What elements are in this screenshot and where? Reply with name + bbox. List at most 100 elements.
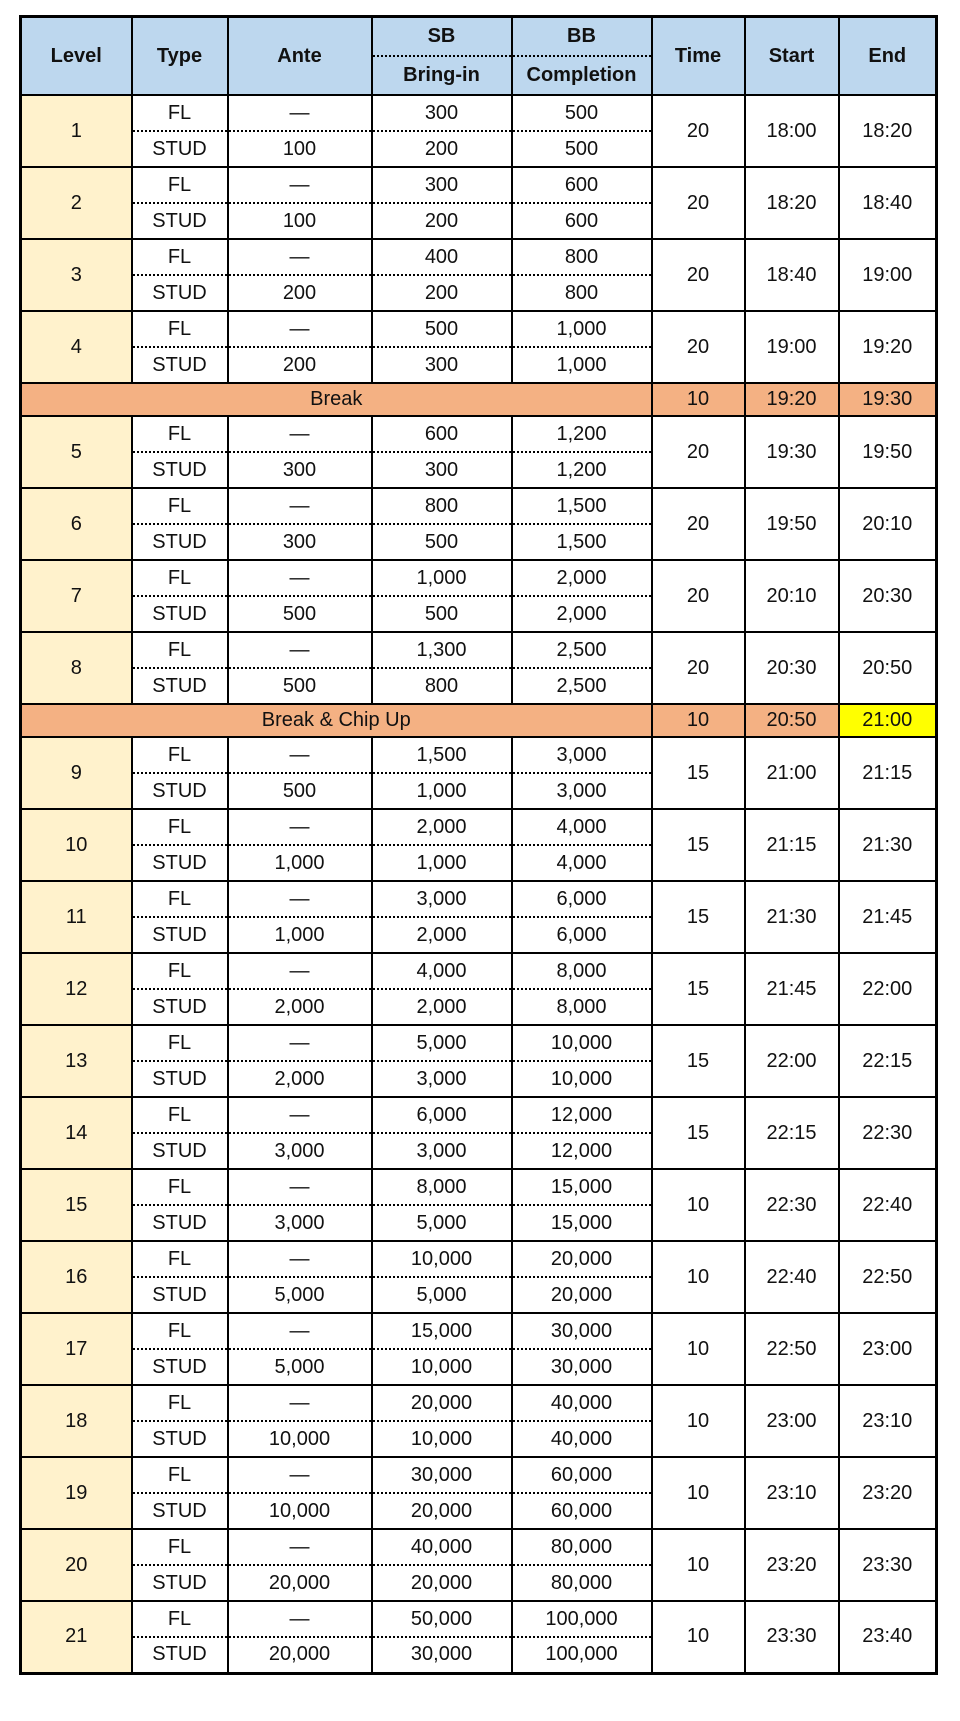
ante-cell-stud: 200 <box>226 346 373 384</box>
break-row: Break & Chip Up 10 20:50 21:00 <box>19 703 938 738</box>
level-fl-row: 17 FL — 15,000 30,000 10 22:50 23:00 <box>19 1312 938 1386</box>
header-sb: SB <box>373 18 510 57</box>
level-stud-row: STUD 100 200 500 <box>21 130 937 168</box>
ante-cell-stud: 1,000 <box>226 916 373 954</box>
end-cell: 22:00 <box>837 952 938 1026</box>
type-cell-stud: STUD <box>130 202 229 240</box>
sb-cell-fl: 8,000 <box>370 1168 513 1206</box>
level-fl-row: 19 FL — 30,000 60,000 10 23:10 23:20 <box>19 1456 938 1530</box>
ante-cell-fl: — <box>226 736 373 774</box>
end-cell: 23:40 <box>837 1600 938 1674</box>
break-time-cell: 10 <box>650 703 746 738</box>
bb-cell-fl: 1,000 <box>510 310 653 348</box>
header-completion: Completion <box>526 64 637 86</box>
bb-completion-split: BB Completion <box>513 18 650 93</box>
time-cell: 10 <box>650 1312 746 1386</box>
level-cell: 9 <box>19 736 133 810</box>
end-cell: 22:40 <box>837 1168 938 1242</box>
ante-cell-stud: 2,000 <box>226 988 373 1026</box>
bb-cell-fl: 500 <box>510 94 653 132</box>
time-cell: 15 <box>650 736 746 810</box>
type-cell-fl: FL <box>130 1312 229 1350</box>
ante-cell-fl: — <box>226 166 373 204</box>
bb-cell-stud: 600 <box>510 202 653 240</box>
type-cell-stud: STUD <box>130 1348 229 1386</box>
level-cell: 14 <box>19 1096 133 1170</box>
sb-cell-fl: 6,000 <box>370 1096 513 1134</box>
level-stud-row: STUD 200 300 1,000 <box>21 346 937 384</box>
end-cell: 23:20 <box>837 1456 938 1530</box>
time-cell: 15 <box>650 1096 746 1170</box>
ante-cell-fl: — <box>226 487 373 525</box>
header-time: Time <box>650 15 746 96</box>
time-cell: 15 <box>650 952 746 1026</box>
ante-cell-fl: — <box>226 310 373 348</box>
end-cell: 23:30 <box>837 1528 938 1602</box>
type-cell-stud: STUD <box>130 1276 229 1314</box>
ante-cell-fl: — <box>226 1312 373 1350</box>
break-end-cell: 21:00 <box>837 703 938 738</box>
level-stud-row: STUD 1,000 2,000 6,000 <box>21 916 937 954</box>
type-cell-fl: FL <box>130 166 229 204</box>
bb-cell-stud: 1,000 <box>510 346 653 384</box>
bb-cell-stud: 3,000 <box>510 772 653 810</box>
level-stud-row: STUD 300 500 1,500 <box>21 523 937 561</box>
table-header: Level Type Ante SB Bring-in BB Completio… <box>19 15 938 96</box>
time-cell: 10 <box>650 1456 746 1530</box>
level-fl-row: 8 FL — 1,300 2,500 20 20:30 20:50 <box>19 631 938 705</box>
level-fl-row: 18 FL — 20,000 40,000 10 23:00 23:10 <box>19 1384 938 1458</box>
end-cell: 22:15 <box>837 1024 938 1098</box>
bb-cell-stud: 60,000 <box>510 1492 653 1530</box>
header-row: Level Type Ante SB Bring-in BB Completio… <box>19 15 938 96</box>
type-cell-fl: FL <box>130 1528 229 1566</box>
level-fl-row: 12 FL — 4,000 8,000 15 21:45 22:00 <box>19 952 938 1026</box>
end-cell: 21:30 <box>837 808 938 882</box>
ante-cell-fl: — <box>226 1528 373 1566</box>
blinds-table-body: 1 FL — 300 500 20 18:00 18:20 STUD 100 2… <box>19 94 938 1674</box>
bb-cell-fl: 100,000 <box>510 1600 653 1638</box>
sb-cell-fl: 4,000 <box>370 952 513 990</box>
type-cell-fl: FL <box>130 1024 229 1062</box>
level-stud-row: STUD 100 200 600 <box>21 202 937 240</box>
bb-cell-stud: 4,000 <box>510 844 653 882</box>
sb-bring-in-split: SB Bring-in <box>373 18 510 93</box>
break-label-cell: Break & Chip Up <box>19 703 653 738</box>
type-cell-fl: FL <box>130 1240 229 1278</box>
ante-cell-stud: 500 <box>226 595 373 633</box>
sb-cell-stud: 1,000 <box>370 772 513 810</box>
time-cell: 20 <box>650 559 746 633</box>
time-cell: 10 <box>650 1240 746 1314</box>
ante-cell-fl: — <box>226 808 373 846</box>
sb-cell-stud: 300 <box>370 346 513 384</box>
start-cell: 21:00 <box>743 736 840 810</box>
bb-cell-fl: 8,000 <box>510 952 653 990</box>
level-cell: 20 <box>19 1528 133 1602</box>
time-cell: 10 <box>650 1600 746 1674</box>
sb-cell-stud: 200 <box>370 202 513 240</box>
level-fl-row: 13 FL — 5,000 10,000 15 22:00 22:15 <box>19 1024 938 1098</box>
level-cell: 3 <box>19 238 133 312</box>
type-cell-fl: FL <box>130 310 229 348</box>
sb-cell-fl: 20,000 <box>370 1384 513 1422</box>
bb-cell-stud: 12,000 <box>510 1132 653 1170</box>
level-fl-row: 15 FL — 8,000 15,000 10 22:30 22:40 <box>19 1168 938 1242</box>
sb-cell-fl: 1,500 <box>370 736 513 774</box>
start-cell: 18:20 <box>743 166 840 240</box>
ante-cell-stud: 3,000 <box>226 1132 373 1170</box>
header-end: End <box>837 15 938 96</box>
level-fl-row: 16 FL — 10,000 20,000 10 22:40 22:50 <box>19 1240 938 1314</box>
time-cell: 10 <box>650 1168 746 1242</box>
ante-cell-fl: — <box>226 1096 373 1134</box>
bb-cell-stud: 15,000 <box>510 1204 653 1242</box>
level-cell: 12 <box>19 952 133 1026</box>
level-fl-row: 4 FL — 500 1,000 20 19:00 19:20 <box>19 310 938 384</box>
type-cell-stud: STUD <box>130 1492 229 1530</box>
level-fl-row: 20 FL — 40,000 80,000 10 23:20 23:30 <box>19 1528 938 1602</box>
type-cell-stud: STUD <box>130 274 229 312</box>
level-cell: 17 <box>19 1312 133 1386</box>
level-cell: 4 <box>19 310 133 384</box>
bb-cell-stud: 20,000 <box>510 1276 653 1314</box>
level-stud-row: STUD 5,000 10,000 30,000 <box>21 1348 937 1386</box>
ante-cell-stud: 300 <box>226 523 373 561</box>
type-cell-fl: FL <box>130 736 229 774</box>
